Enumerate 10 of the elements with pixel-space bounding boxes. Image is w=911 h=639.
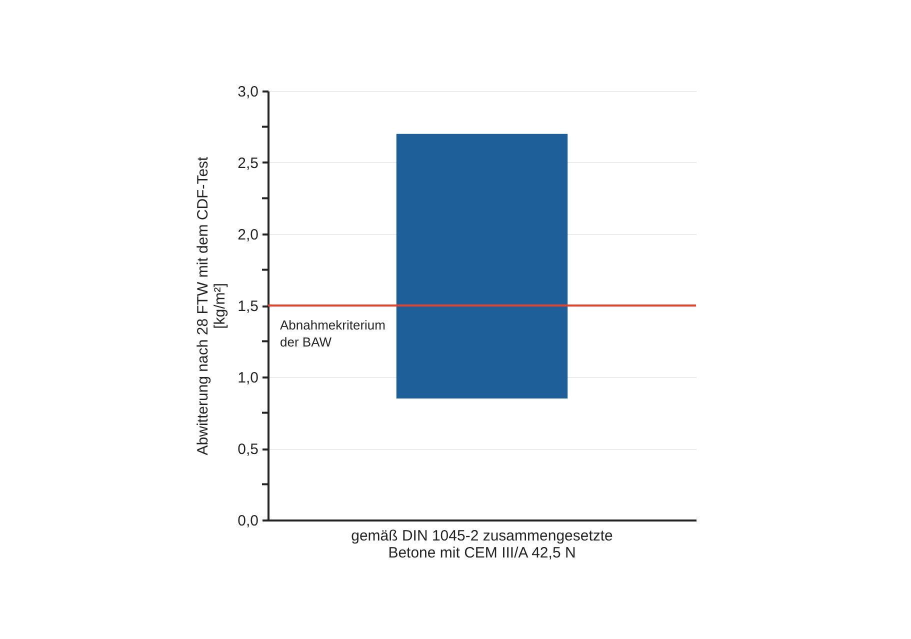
y-tick-label: 3,0 bbox=[238, 84, 258, 100]
y-tick-label: 0,0 bbox=[238, 512, 258, 530]
x-tick-label: gemäß DIN 1045-2 zusammengesetzte Betone mit CEM III/A 42,5 N bbox=[351, 528, 613, 562]
ref-line-label: Abnahmekriterium der BAW bbox=[280, 318, 386, 350]
y-tick-label: 2,0 bbox=[238, 226, 258, 244]
y-axis-title: Abwitterung nach 28 FTW mit dem CDF-Test [kg/m²] bbox=[194, 156, 229, 456]
y-tick-label: 0,5 bbox=[238, 441, 258, 458]
y-tick-label: 1,0 bbox=[238, 370, 258, 386]
y-tick-label: 2,5 bbox=[238, 155, 258, 172]
y-tick-label: 1,5 bbox=[238, 298, 258, 315]
